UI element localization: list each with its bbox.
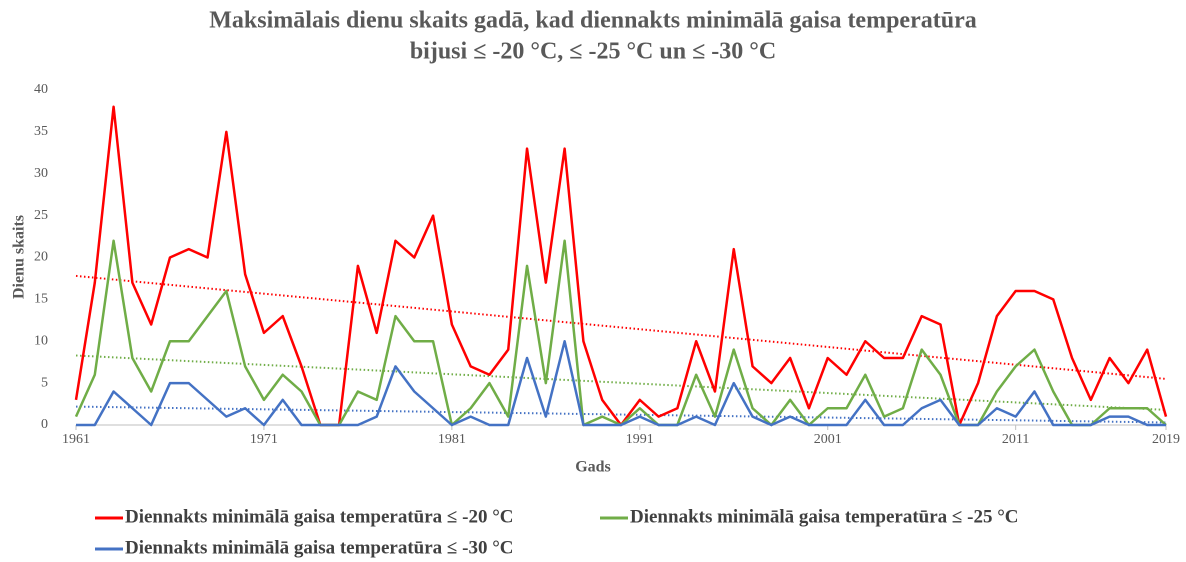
y-tick-label: 25 bbox=[34, 208, 48, 223]
x-tick-label: 1961 bbox=[62, 432, 90, 447]
x-tick-label: 2019 bbox=[1152, 432, 1180, 447]
x-tick-label: 1991 bbox=[626, 432, 654, 447]
trend-line bbox=[75, 354, 1167, 411]
legend-label: Diennakts minimālā gaisa temperatūra ≤ -… bbox=[125, 506, 514, 527]
x-tick-label: 2001 bbox=[814, 432, 842, 447]
trend-line bbox=[75, 274, 1167, 380]
chart-title: bijusi ≤ -20 °C, ≤ -25 °C un ≤ -30 °C bbox=[410, 39, 776, 65]
trend-line bbox=[75, 405, 1167, 424]
x-tick-label: 1971 bbox=[250, 432, 278, 447]
y-tick-label: 40 bbox=[34, 82, 48, 97]
y-axis-label: Dienu skaits bbox=[11, 215, 28, 299]
chart-title: Maksimālais dienu skaits gadā, kad dienn… bbox=[209, 8, 976, 34]
y-tick-label: 20 bbox=[34, 250, 48, 265]
x-tick-label: 1981 bbox=[438, 432, 466, 447]
legend-label: Diennakts minimālā gaisa temperatūra ≤ -… bbox=[125, 537, 514, 558]
y-tick-label: 5 bbox=[41, 375, 48, 390]
y-tick-label: 15 bbox=[34, 292, 48, 307]
x-tick-label: 2011 bbox=[1002, 432, 1029, 447]
y-tick-label: 10 bbox=[34, 333, 48, 348]
series-line bbox=[74, 105, 1168, 427]
x-axis-label: Gads bbox=[575, 459, 611, 476]
legend-label: Diennakts minimālā gaisa temperatūra ≤ -… bbox=[630, 506, 1019, 527]
series-line bbox=[76, 340, 1166, 427]
y-tick-label: 0 bbox=[41, 417, 48, 432]
y-tick-label: 30 bbox=[34, 166, 48, 181]
series-line bbox=[74, 239, 1167, 427]
y-tick-label: 35 bbox=[34, 124, 48, 139]
